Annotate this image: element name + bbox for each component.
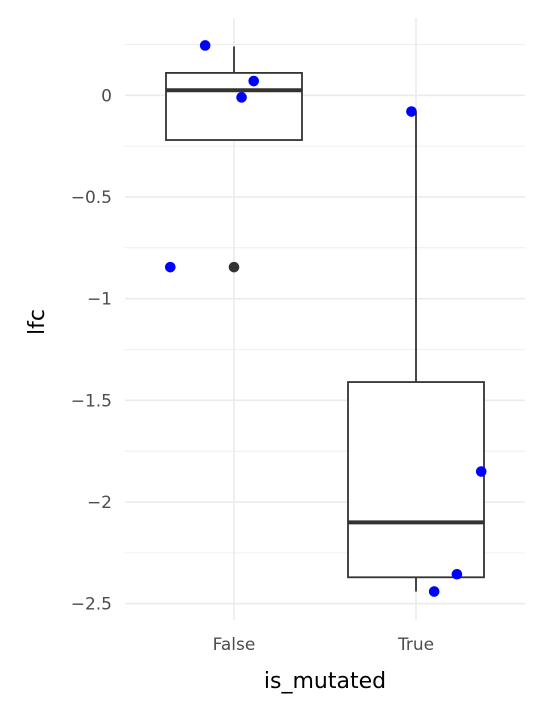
y-tick-label: −0.5	[71, 188, 112, 208]
x-tick-label: False	[213, 635, 256, 655]
y-axis-title: lfc	[25, 309, 50, 335]
y-tick-label: −2.5	[71, 595, 112, 615]
data-point	[165, 261, 176, 273]
y-tick-label: −1.5	[71, 391, 112, 411]
outlier-point	[228, 261, 240, 273]
data-point	[248, 75, 260, 87]
y-tick-label: −1	[87, 290, 112, 310]
data-point	[451, 568, 463, 580]
box-false	[165, 46, 303, 273]
data-points	[165, 40, 487, 597]
x-tick-label: True	[397, 635, 434, 655]
x-axis-title: is_mutated	[264, 669, 386, 694]
data-point	[475, 466, 487, 477]
y-tick-label: −2	[87, 493, 112, 513]
data-point	[406, 106, 417, 117]
boxes	[165, 46, 485, 592]
y-tick-label: 0	[101, 86, 112, 106]
x-tick-labels: False True	[213, 635, 434, 655]
data-point	[428, 586, 440, 597]
y-tick-labels: 0 −0.5 −1 −1.5 −2 −2.5	[71, 86, 112, 614]
box-body	[347, 381, 485, 579]
box-body	[165, 72, 303, 141]
data-point	[236, 92, 247, 103]
box-true	[347, 111, 485, 592]
data-point	[199, 40, 211, 51]
